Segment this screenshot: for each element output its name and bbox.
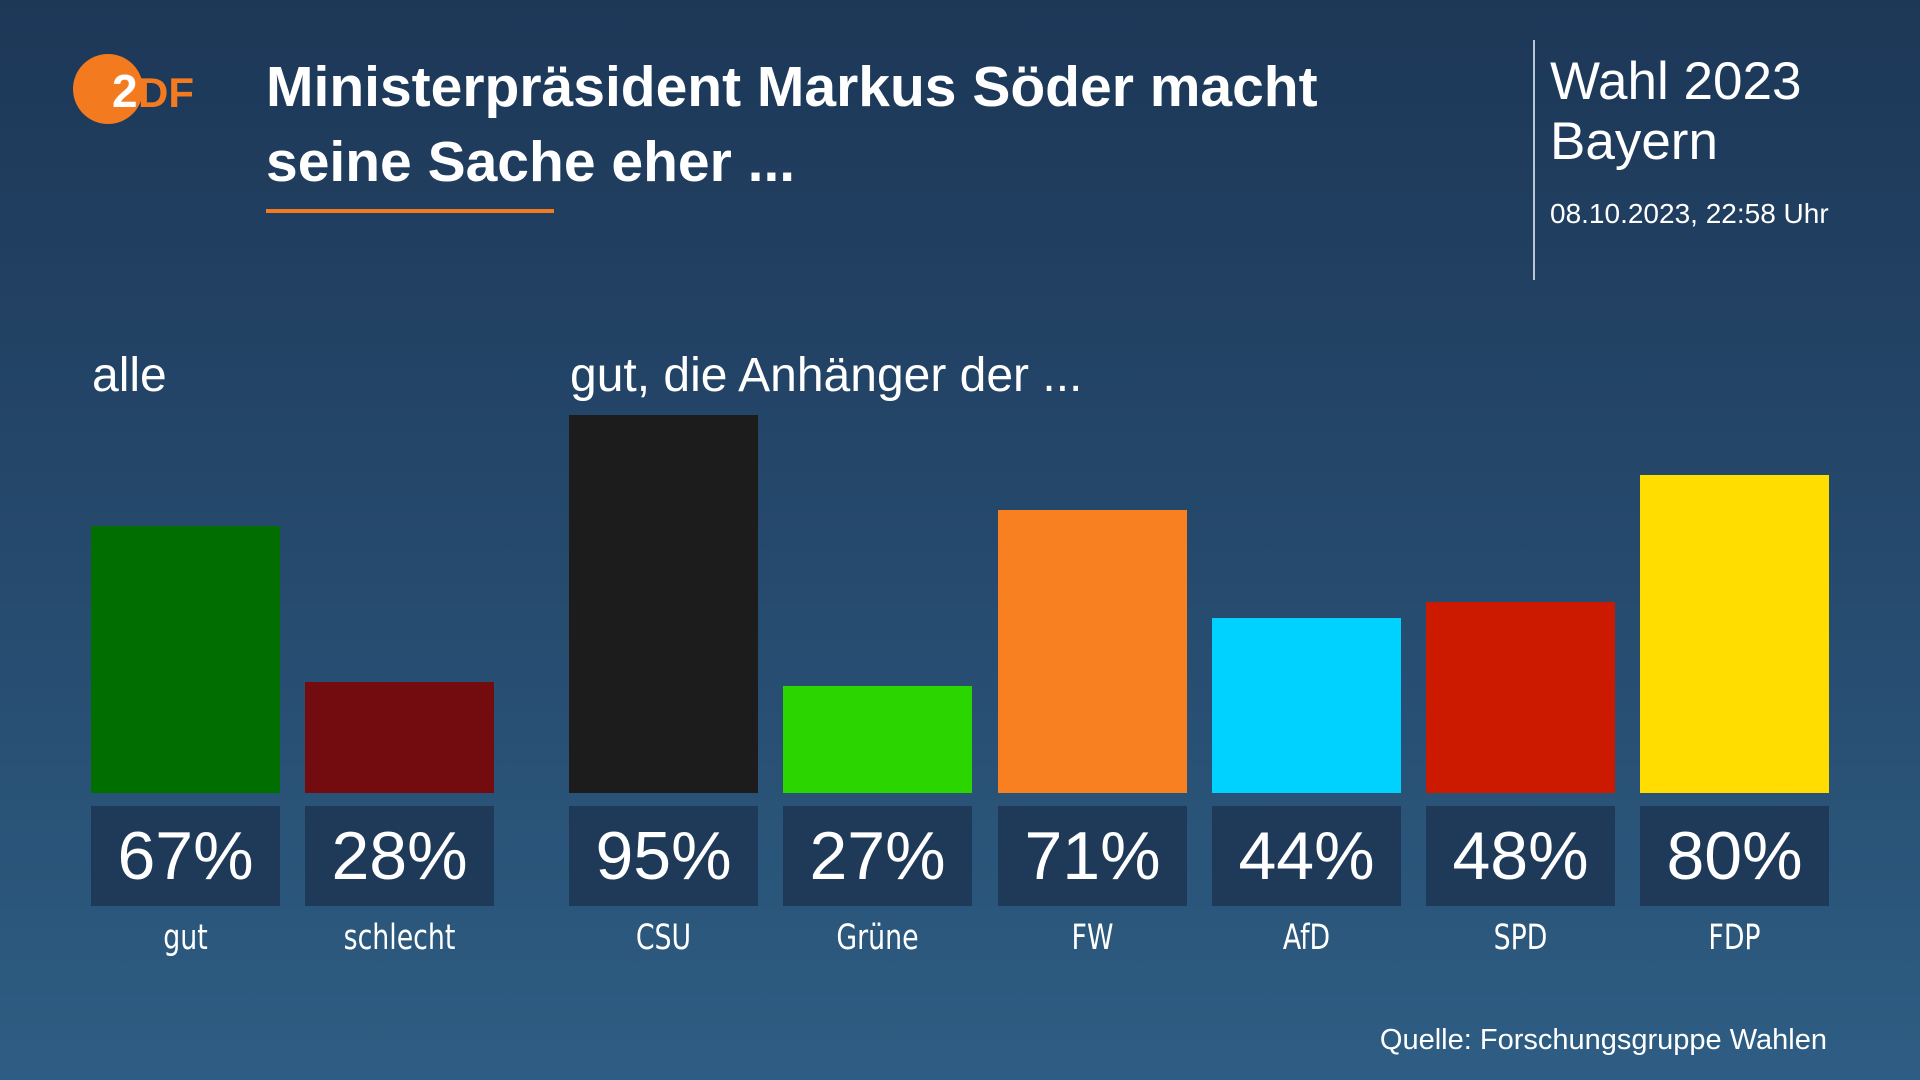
category-label-grne: Grüne: [836, 918, 919, 958]
bar-fdp: [1640, 474, 1829, 793]
bar-grne: [783, 685, 972, 793]
value-label-spd: 48%: [1426, 806, 1615, 906]
bar-csu: [569, 414, 758, 793]
bar-afd: [1212, 617, 1401, 793]
timestamp: 08.10.2023, 22:58 Uhr: [1550, 198, 1829, 229]
value-label-gut: 67%: [91, 806, 280, 906]
bar-gut: [91, 526, 280, 793]
svg-text:DF: DF: [138, 69, 194, 116]
category-label-fdp: FDP: [1708, 918, 1761, 958]
value-label-schlecht: 28%: [305, 806, 494, 906]
title-underline: [266, 209, 554, 213]
group-label-all: alle: [92, 349, 167, 402]
source-note: Quelle: Forschungsgruppe Wahlen: [1379, 1024, 1827, 1056]
svg-text:2: 2: [112, 65, 138, 117]
category-label-spd: SPD: [1493, 918, 1548, 958]
category-label-fw: FW: [1071, 918, 1114, 958]
bar-spd: [1426, 601, 1615, 793]
value-label-fw: 71%: [998, 806, 1187, 906]
bar-fw: [998, 510, 1187, 793]
page-title: Ministerpräsident Markus Söder macht sei…: [266, 50, 1466, 200]
category-label-csu: CSU: [635, 918, 692, 958]
category-label-afd: AfD: [1282, 918, 1331, 958]
edition-label: Wahl 2023 Bayern: [1550, 52, 1801, 172]
value-label-fdp: 80%: [1640, 806, 1829, 906]
header-divider: [1533, 40, 1535, 280]
value-label-grne: 27%: [783, 806, 972, 906]
title-line-1: Ministerpräsident Markus Söder macht: [266, 55, 1318, 119]
bar-schlecht: [305, 681, 494, 793]
value-label-csu: 95%: [569, 806, 758, 906]
category-label-schlecht: schlecht: [343, 918, 456, 958]
value-label-afd: 44%: [1212, 806, 1401, 906]
zdf-logo: 2 DF: [73, 54, 194, 124]
edition-line-1: Wahl 2023: [1550, 52, 1802, 111]
title-line-2: seine Sache eher ...: [266, 130, 796, 194]
edition-line-2: Bayern: [1550, 112, 1718, 171]
group-label-supporters: gut, die Anhänger der ...: [570, 349, 1083, 402]
category-label-gut: gut: [163, 918, 208, 958]
